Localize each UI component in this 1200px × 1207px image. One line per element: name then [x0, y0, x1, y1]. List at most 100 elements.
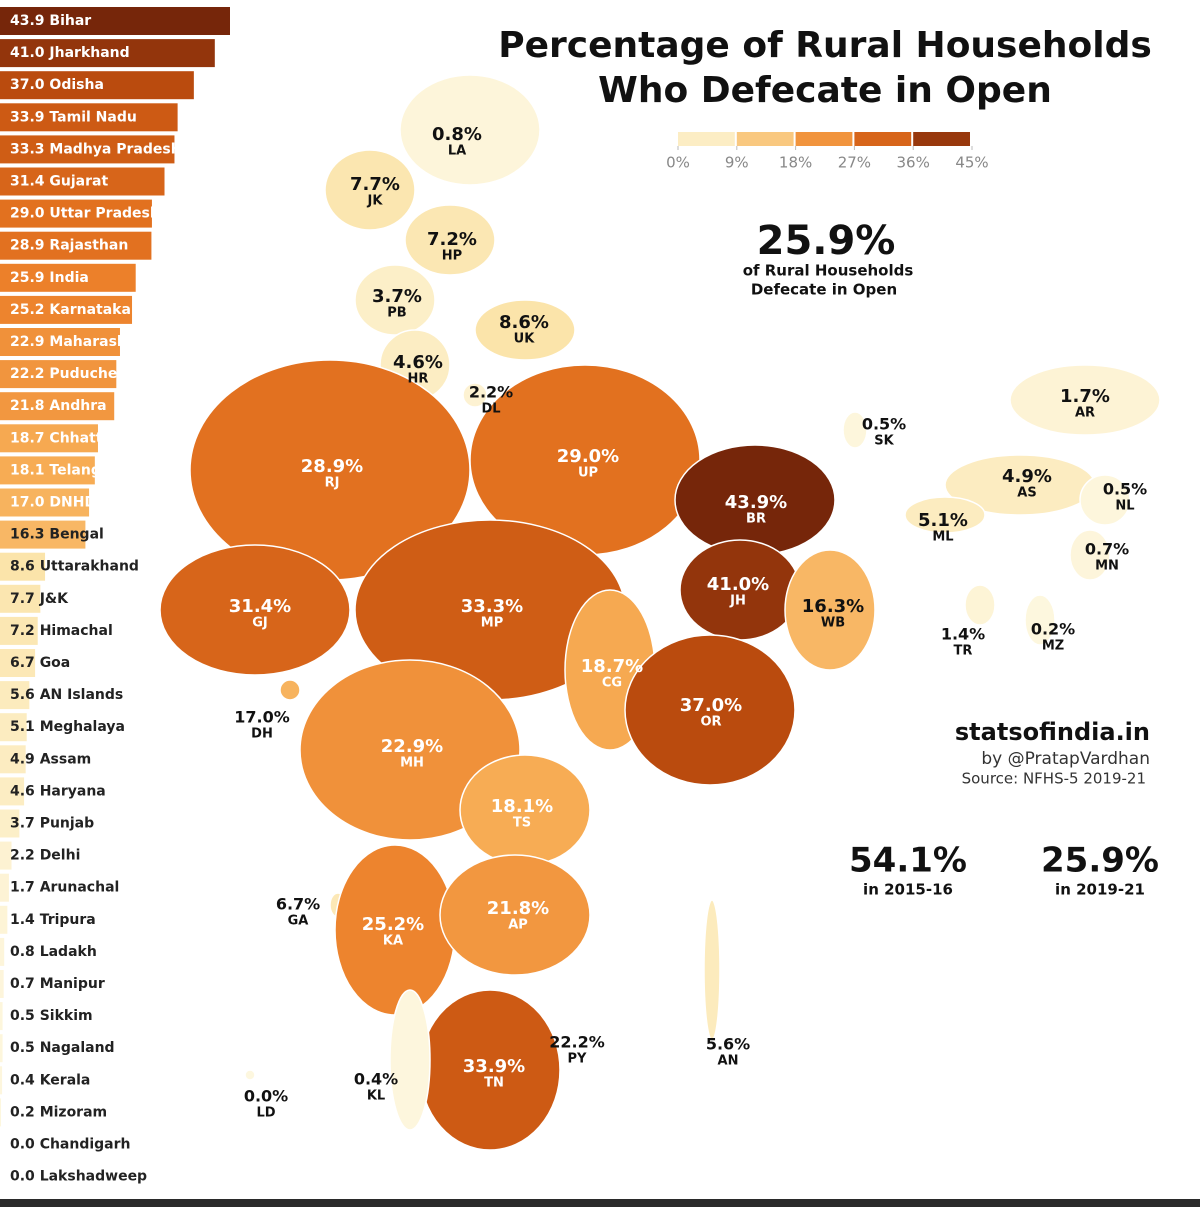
region-value: 1.4% — [941, 625, 985, 644]
region-code: DH — [251, 727, 273, 742]
region-value: 37.0% — [680, 695, 742, 716]
bar-category: Arunachal — [40, 880, 120, 896]
region-code: MN — [1095, 559, 1119, 574]
bar-value: 7.7 — [10, 591, 35, 607]
bar-label: 41.0 Jharkhand — [10, 45, 130, 61]
region-code: MH — [400, 756, 424, 771]
region-code: PB — [387, 306, 406, 321]
bar-value: 0.0 — [10, 1137, 35, 1153]
region — [784, 549, 876, 671]
region-value: 0.8% — [432, 124, 482, 145]
region-code: LA — [448, 144, 466, 159]
legend-tick-label: 27% — [838, 154, 871, 172]
region-value: 0.0% — [244, 1087, 288, 1106]
bar-value: 33.3 — [10, 141, 45, 157]
bar-label: 18.7 Chhattisgarh — [10, 430, 152, 446]
legend-swatch — [854, 132, 912, 146]
bar — [0, 905, 8, 934]
legend-tick-label: 36% — [897, 154, 930, 172]
region-code: UP — [578, 466, 598, 481]
bar — [0, 681, 30, 710]
bar-category: Haryana — [40, 783, 106, 799]
region — [1009, 364, 1161, 436]
bar-value: 21.8 — [10, 398, 45, 414]
bar-category: Manipur — [40, 976, 105, 992]
bar-category: Gujarat — [49, 174, 108, 190]
region-code: SK — [874, 434, 894, 449]
bar — [0, 713, 27, 742]
region-code: HP — [442, 249, 462, 264]
bar-label: 43.9 Bihar — [10, 13, 91, 29]
bar-label: 4.6 Haryana — [10, 783, 106, 799]
region-code: TR — [954, 644, 973, 659]
bar-category: Ladakh — [40, 944, 97, 960]
headline-text: Defecate in Open — [751, 281, 897, 299]
bar-value: 29.0 — [10, 206, 45, 222]
legend-tick-label: 9% — [725, 154, 749, 172]
region-value: 4.9% — [1002, 466, 1052, 487]
legend-swatch — [913, 132, 970, 146]
region-code: OR — [700, 715, 721, 730]
bar-value: 0.0 — [10, 1169, 35, 1185]
bar-label: 7.2 Himachal — [10, 623, 113, 639]
bar-value: 37.0 — [10, 77, 45, 93]
region-value: 5.1% — [918, 510, 968, 531]
region-code: GA — [288, 914, 309, 929]
region-code: MZ — [1042, 639, 1064, 654]
bottom-strip — [0, 1199, 1200, 1207]
region-value: 0.7% — [1085, 540, 1129, 559]
bar-value: 5.1 — [10, 719, 35, 735]
region-value: 0.4% — [354, 1070, 398, 1089]
bar-category: Rajasthan — [49, 238, 128, 254]
legend-tick-label: 0% — [666, 154, 690, 172]
bar-value: 1.4 — [10, 912, 35, 928]
region — [964, 584, 996, 626]
comparison-value: 54.1% — [849, 841, 967, 881]
bar-value: 0.8 — [10, 944, 35, 960]
region-value: 21.8% — [487, 898, 549, 919]
bar-category: Puducherry — [49, 366, 140, 382]
bar-label: 7.7 J&K — [10, 591, 69, 607]
bar-label: 0.7 Manipur — [10, 976, 105, 992]
bar — [0, 135, 175, 164]
region-value: 2.2% — [469, 383, 513, 402]
bar-value: 4.9 — [10, 751, 35, 767]
bar-category: Lakshadweep — [40, 1169, 147, 1185]
bar-value: 41.0 — [10, 45, 45, 61]
region-value: 25.2% — [362, 914, 424, 935]
region-value: 7.7% — [350, 174, 400, 195]
region-value: 7.2% — [427, 229, 477, 250]
bar — [0, 328, 120, 356]
region — [354, 264, 436, 336]
bar — [0, 392, 115, 421]
bar-category: J&K — [39, 591, 69, 607]
headline-text: of Rural Households — [743, 262, 914, 280]
region-code: AN — [718, 1054, 739, 1069]
bar — [0, 970, 4, 998]
region — [159, 544, 351, 676]
bar-label: 33.9 Tamil Nadu — [10, 109, 137, 125]
bar-label: 25.9 India — [10, 270, 89, 286]
bar-category: Odisha — [49, 77, 103, 93]
bar-value: 3.7 — [10, 816, 35, 832]
region-code: AR — [1075, 406, 1095, 421]
bar-value: 0.5 — [10, 1040, 35, 1056]
source: Source: NFHS-5 2019-21 — [962, 770, 1146, 788]
bar-category: Tamil Nadu — [49, 109, 136, 125]
region-code: LD — [256, 1106, 275, 1121]
bar-label: 0.0 Chandigarh — [10, 1137, 131, 1153]
bar — [0, 360, 117, 389]
legend-tick-label: 18% — [779, 154, 812, 172]
bar-label: 22.9 Maharashtra — [10, 334, 150, 350]
bar — [0, 1002, 3, 1031]
region-code: JK — [367, 194, 384, 209]
region-value: 3.7% — [372, 286, 422, 307]
bar — [0, 584, 41, 613]
bar — [0, 231, 152, 260]
bar — [0, 520, 86, 549]
legend-swatch — [736, 132, 794, 146]
bar-label: 1.7 Arunachal — [10, 880, 119, 896]
bar-value: 1.7 — [10, 880, 35, 896]
region-value: 41.0% — [707, 574, 769, 595]
region-code: BR — [746, 512, 766, 527]
